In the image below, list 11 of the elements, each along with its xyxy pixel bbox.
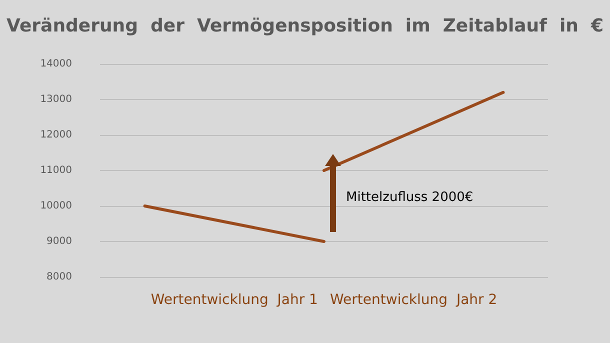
x-tick-label: Wertentwicklung Jahr 1 [150,292,318,308]
y-tick-label: 14000 [40,58,72,70]
y-tick-label: 11000 [40,165,72,176]
y-tick-label: 13000 [40,94,72,105]
y-tick-label: 8000 [46,272,72,282]
chart-title: Veränderung der Vermögensposition im Zeitablauf in € [6,16,604,36]
y-tick-label: 10000 [40,200,72,212]
x-tick-label: Wertentwicklung Jahr 2 [330,292,498,308]
y-tick-label: 9000 [46,236,72,247]
annotation: Mittelzufluss 2000€ [346,190,474,205]
y-tick-label: 12000 [40,130,72,140]
